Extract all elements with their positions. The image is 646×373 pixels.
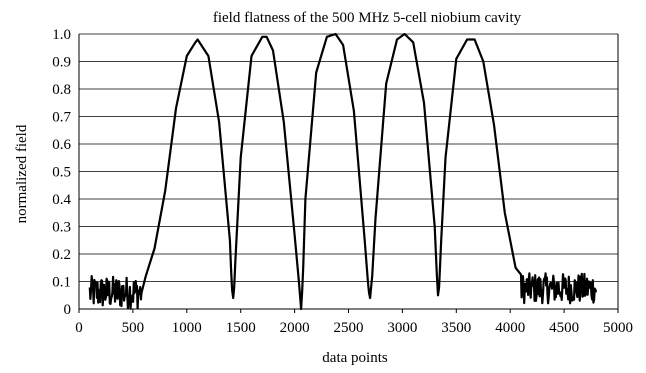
x-tick-label: 5000 (603, 320, 633, 336)
x-tick-label: 2000 (280, 320, 310, 336)
x-tick-label: 4000 (495, 320, 525, 336)
series-line (88, 32, 598, 311)
x-tick-label: 1000 (172, 320, 202, 336)
x-tick-label: 4500 (549, 320, 579, 336)
x-tick-label: 0 (75, 320, 83, 336)
y-tick-label: 0.4 (52, 192, 71, 208)
y-tick-label: 0.8 (52, 82, 71, 98)
y-tick-label: 0.3 (52, 220, 71, 236)
chart-title: field flatness of the 500 MHz 5-cell nio… (213, 10, 522, 26)
y-axis-label: normalized field (14, 124, 30, 223)
y-tick-label: 1.0 (52, 27, 71, 43)
y-tick-label: 0.2 (52, 247, 71, 263)
grid-layer (79, 33, 618, 282)
tick-labels: 0 0.1 0.2 0.3 0.4 0.5 0.6 0.7 0.8 0.9 1.0 0 500 1000 1… (52, 27, 633, 336)
x-tick-label: 2500 (334, 320, 364, 336)
y-tick-label: 0.6 (52, 137, 71, 153)
y-tick-label: 0.1 (52, 275, 71, 291)
y-tick-label: 0 (64, 302, 72, 318)
x-tick-label: 500 (122, 320, 145, 336)
x-axis-label: data points (322, 350, 388, 366)
x-tick-label: 3000 (387, 320, 417, 336)
x-tick-label: 1500 (226, 320, 256, 336)
x-tick-label: 3500 (441, 320, 471, 336)
series-layer (88, 32, 598, 311)
y-tick-label: 0.7 (52, 110, 71, 126)
axes-layer (78, 34, 619, 313)
y-tick-label: 0.5 (52, 165, 71, 181)
y-tick-label: 0.9 (52, 55, 71, 71)
